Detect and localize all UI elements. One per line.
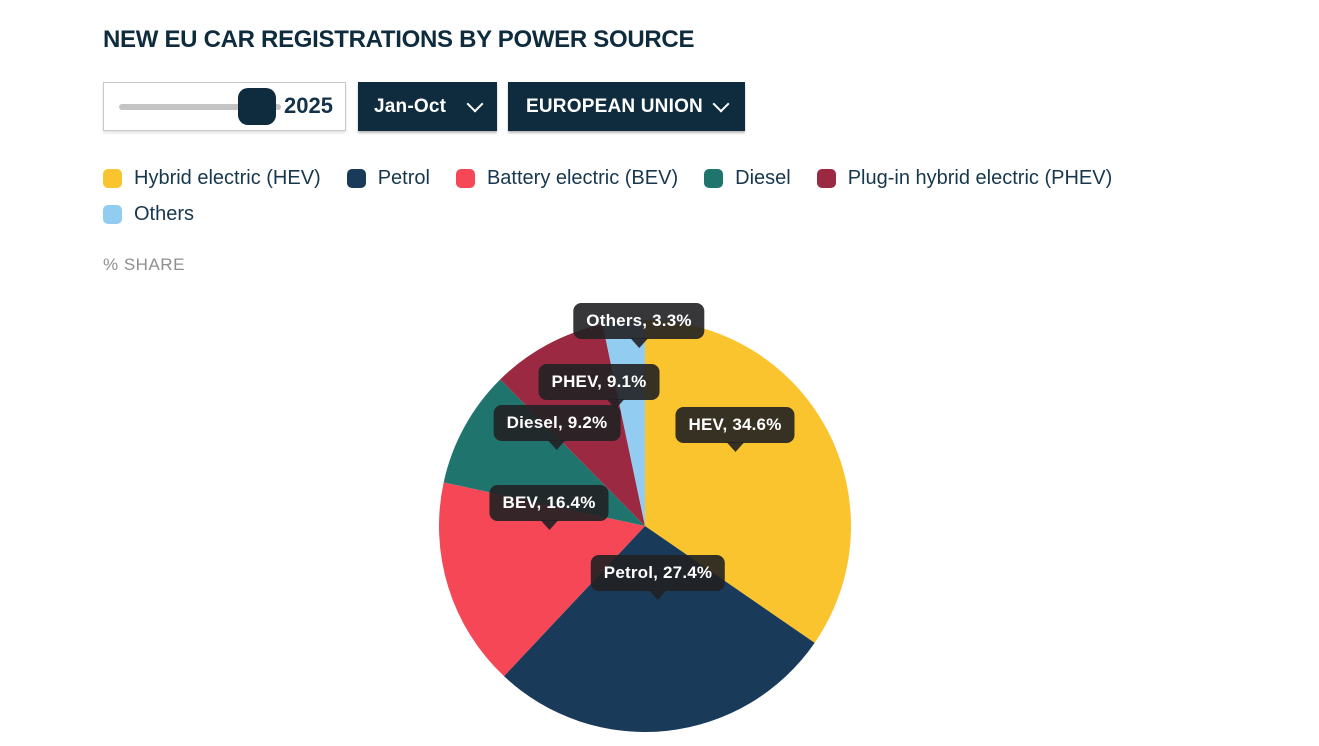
legend-item-label: Hybrid electric (HEV): [134, 167, 321, 189]
year-slider-track[interactable]: [119, 104, 281, 110]
legend-item-hev[interactable]: Hybrid electric (HEV): [103, 167, 321, 190]
region-dropdown-label: EUROPEAN UNION: [526, 95, 703, 117]
period-dropdown-label: Jan-Oct: [374, 95, 447, 117]
legend-item-bev[interactable]: Battery electric (BEV): [455, 167, 679, 190]
pie-slice[interactable]: [503, 526, 815, 732]
legend-swatch: [704, 169, 724, 188]
data-label-others: Others, 3.3%: [573, 303, 705, 339]
data-label-phev: PHEV, 9.1%: [538, 364, 660, 400]
legend-item-petrol[interactable]: Petrol: [346, 167, 430, 190]
pie-slice[interactable]: [645, 320, 851, 643]
chevron-down-icon: [466, 95, 484, 112]
year-value: 2025: [284, 93, 333, 118]
legend-item-diesel[interactable]: Diesel: [704, 167, 791, 190]
legend-swatch: [346, 169, 366, 188]
legend-swatch: [103, 205, 122, 224]
legend: Hybrid electric (HEV) Petrol Battery ele…: [103, 167, 1163, 226]
year-slider[interactable]: 2025: [103, 82, 346, 131]
period-dropdown[interactable]: Jan-Oct: [358, 82, 497, 131]
year-slider-thumb[interactable]: [238, 88, 276, 125]
pie-slice[interactable]: [439, 482, 645, 677]
legend-item-label: Battery electric (BEV): [486, 167, 679, 189]
chevron-down-icon: [712, 95, 730, 112]
share-axis-note: % SHARE: [103, 255, 185, 274]
legend-swatch: [103, 169, 122, 188]
legend-item-others[interactable]: Others: [103, 203, 194, 226]
legend-item-label: Others: [134, 203, 195, 225]
legend-item-label: Plug-in hybrid electric (PHEV): [847, 167, 1113, 189]
legend-item-phev[interactable]: Plug-in hybrid electric (PHEV): [816, 167, 1113, 190]
legend-swatch: [455, 169, 475, 188]
legend-item-label: Diesel: [735, 167, 791, 189]
data-label-hev: HEV, 34.6%: [675, 407, 795, 443]
legend-item-label: Petrol: [377, 167, 430, 189]
data-label-diesel: Diesel, 9.2%: [493, 405, 621, 441]
page-title: NEW EU CAR REGISTRATIONS BY POWER SOURCE: [103, 26, 695, 53]
legend-swatch: [816, 169, 836, 188]
region-dropdown[interactable]: EUROPEAN UNION: [508, 82, 745, 131]
data-label-bev: BEV, 16.4%: [489, 485, 609, 521]
data-label-petrol: Petrol, 27.4%: [590, 555, 726, 591]
